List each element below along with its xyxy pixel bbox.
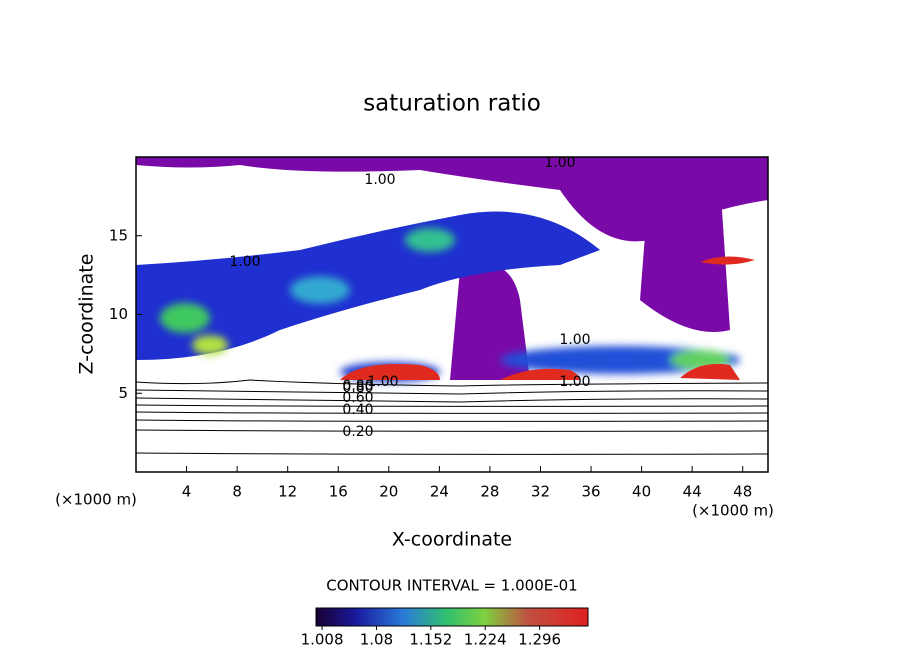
colorbar-tick-label: 1.224 bbox=[464, 631, 507, 649]
contour-label: 0.80 bbox=[342, 380, 373, 396]
x-tick-label: 40 bbox=[632, 483, 651, 501]
contour-label: 1.00 bbox=[229, 254, 260, 270]
x-tick-label: 24 bbox=[430, 483, 449, 501]
x-tick-label: 44 bbox=[683, 483, 702, 501]
colorbar-tick-label: 1.008 bbox=[301, 631, 344, 649]
x-tick-label: 20 bbox=[379, 483, 398, 501]
x-tick-label: 32 bbox=[531, 483, 550, 501]
x-tick-label: 4 bbox=[182, 483, 192, 501]
colorbar-tick-label: 1.152 bbox=[409, 631, 452, 649]
x-tick-label: 28 bbox=[480, 483, 499, 501]
colorbar-tick-label: 1.296 bbox=[518, 631, 561, 649]
y-tick-label: 10 bbox=[109, 305, 128, 323]
contour-field bbox=[136, 157, 768, 472]
chart-title: saturation ratio bbox=[363, 91, 541, 117]
contour-label: 0.40 bbox=[342, 402, 373, 418]
contour-label: 1.00 bbox=[367, 374, 398, 390]
colorbar-title: CONTOUR INTERVAL = 1.000E-01 bbox=[326, 577, 577, 595]
y-tick-label: 5 bbox=[118, 384, 128, 402]
x-unit-label: (×1000 m) bbox=[692, 502, 774, 520]
colorbar-tick-label: 1.08 bbox=[360, 631, 393, 649]
contour-label: 1.00 bbox=[544, 155, 575, 171]
contour-label: 0.20 bbox=[342, 424, 373, 440]
x-tick-label: 48 bbox=[733, 483, 752, 501]
y-tick-label: 15 bbox=[109, 226, 128, 244]
x-axis-label: X-coordinate bbox=[392, 529, 512, 551]
y-axis-label: Z-coordinate bbox=[76, 254, 98, 375]
x-tick-label: 8 bbox=[232, 483, 242, 501]
contour-label: 0.80 bbox=[342, 378, 373, 394]
x-tick-label: 16 bbox=[329, 483, 348, 501]
x-tick-label: 12 bbox=[278, 483, 297, 501]
x-tick-label: 36 bbox=[581, 483, 600, 501]
contour-label: 0.60 bbox=[342, 390, 373, 406]
contour-label: 1.00 bbox=[364, 172, 395, 188]
colorbar bbox=[315, 607, 589, 627]
contour-label: 1.00 bbox=[559, 332, 590, 348]
x-unit-label: (×1000 m) bbox=[55, 491, 137, 509]
contour-label: 1.00 bbox=[559, 374, 590, 390]
